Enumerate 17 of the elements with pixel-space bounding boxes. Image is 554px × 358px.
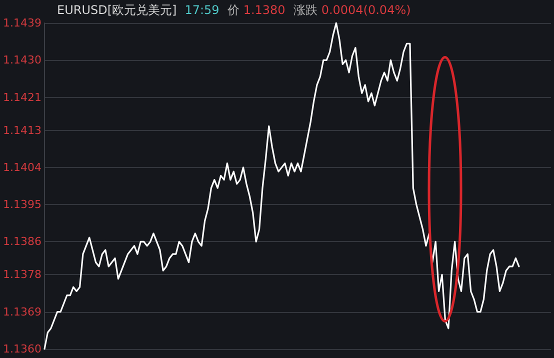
text: 价 [227, 3, 240, 17]
y-tick-label: 1.1378 [2, 268, 42, 282]
y-tick-label: 1.1369 [2, 305, 42, 318]
chart-title: EURUSD[欧元兑美元] [57, 3, 177, 17]
line-series [44, 22, 520, 350]
y-tick-label: 1.1421 [2, 90, 42, 104]
text: 0.0004(0.04%) [321, 3, 411, 17]
y-tick-label: 1.1439 [2, 16, 42, 30]
text: 17:59 [184, 3, 220, 17]
y-tick-label: 1.1395 [2, 198, 42, 212]
y-tick-label: 1.1404 [2, 160, 42, 174]
text: 涨跌 [293, 3, 318, 17]
y-tick-label: 1.1430 [2, 54, 42, 67]
text: 1.1380 [243, 3, 286, 17]
y-tick-label: 1.1360 [2, 342, 42, 356]
y-tick-label: 1.1413 [2, 124, 42, 137]
y-tick-label: 1.1386 [2, 235, 42, 248]
